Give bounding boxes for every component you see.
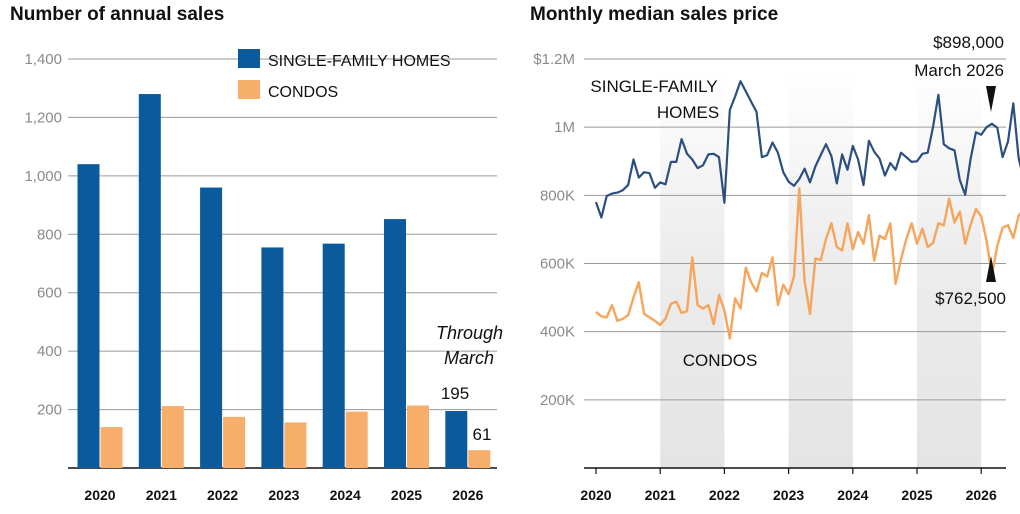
legend-label-single-family: SINGLE-FAMILY HOMES	[268, 53, 451, 70]
single-family-end-date-label: March 2026	[914, 61, 1004, 80]
annual-sales-x-tick-label: 2025	[391, 487, 422, 503]
condo-line-label: CONDOS	[683, 351, 758, 370]
annual-sales-y-tick-label: 1,400	[24, 51, 62, 68]
bar-condo	[161, 406, 184, 468]
median-price-chart: Monthly median sales price 200K 400K 600K 8…	[530, 4, 1020, 503]
median-price-x-tick-label: 2021	[645, 487, 676, 503]
legend-swatch-condos	[238, 80, 260, 99]
median-price-x-tick-label: 2020	[580, 487, 611, 503]
bar-single-family	[445, 411, 468, 468]
bar-single-family	[322, 243, 345, 468]
annual-sales-x-tick-label: 2026	[452, 487, 483, 503]
annual-sales-y-tick-label: 200	[37, 402, 62, 419]
annual-sales-y-tick-label: 800	[37, 226, 62, 243]
condo-end-value-label: $762,500	[935, 289, 1006, 308]
annual-sales-x-tick-label: 2024	[330, 487, 361, 503]
bar-condo	[284, 422, 307, 468]
legend-label-condos: CONDOS	[268, 84, 338, 101]
median-price-gridlines: 200K 400K 600K 800K 1M $1.2M	[533, 51, 1006, 469]
median-price-y-tick-label: 800K	[540, 187, 575, 204]
year-shade-band	[917, 70, 982, 468]
median-price-x-ticks: 2020 2021 2022 2023 2024 2025 2026	[580, 468, 997, 503]
single-family-line-label-2: HOMES	[657, 103, 719, 122]
median-price-x-tick-label: 2024	[837, 487, 868, 503]
through-march-line2: March	[444, 348, 494, 368]
annual-sales-x-tick-label: 2021	[146, 487, 177, 503]
bar-single-family	[384, 219, 406, 468]
annual-sales-x-tick-label: 2022	[207, 487, 238, 503]
median-price-x-tick-label: 2022	[709, 487, 740, 503]
median-price-x-tick-label: 2025	[901, 487, 932, 503]
median-price-x-tick-label: 2026	[966, 487, 997, 503]
bar-condo	[345, 411, 368, 468]
sfh-2026-data-label: 195	[441, 384, 469, 403]
median-price-y-tick-label: 400K	[540, 324, 575, 341]
annual-sales-x-ticks: 2020 2021 2022 2023 2024 2025 2026	[84, 487, 483, 503]
bar-condo	[100, 427, 123, 468]
annual-sales-x-tick-label: 2023	[268, 487, 299, 503]
through-march-line1: Through	[436, 323, 503, 343]
bar-single-family	[138, 94, 161, 469]
bar-single-family	[200, 187, 223, 469]
single-family-pointer-icon	[986, 86, 996, 112]
annual-sales-y-tick-label: 1,000	[24, 168, 62, 185]
annual-sales-bars	[77, 94, 491, 469]
single-family-line-label-1: SINGLE-FAMILY	[590, 77, 717, 96]
condo-pointer-icon	[986, 256, 996, 282]
annual-sales-y-tick-label: 400	[37, 343, 62, 360]
median-price-title: Monthly median sales price	[530, 4, 778, 25]
median-price-y-tick-label: 1M	[554, 119, 575, 136]
bar-single-family	[261, 247, 284, 468]
median-price-y-tick-label: 200K	[540, 392, 575, 409]
annual-sales-y-tick-label: 600	[37, 285, 62, 302]
condo-price-line	[595, 187, 1020, 340]
single-family-end-value-label: $898,000	[933, 33, 1004, 52]
median-price-y-tick-label: 600K	[540, 256, 575, 273]
legend-swatch-single-family	[238, 49, 260, 68]
median-price-year-shading	[660, 70, 982, 468]
annual-sales-chart: Number of annual sales 200 400 600 800 1,000…	[10, 4, 503, 503]
condo-2026-data-label: 61	[473, 425, 492, 444]
annual-sales-x-tick-label: 2020	[84, 487, 115, 503]
bar-condo	[223, 416, 246, 468]
bar-single-family	[77, 164, 100, 468]
single-family-price-line	[594, 80, 1020, 219]
bar-condo	[468, 450, 491, 468]
median-price-y-tick-label: $1.2M	[533, 51, 575, 68]
annual-sales-legend: SINGLE-FAMILY HOMES CONDOS	[238, 49, 451, 101]
annual-sales-y-tick-label: 1,200	[24, 109, 62, 126]
median-price-x-tick-label: 2023	[773, 487, 804, 503]
year-shade-band	[788, 70, 853, 468]
bar-condo	[407, 405, 429, 468]
annual-sales-title: Number of annual sales	[10, 4, 224, 25]
